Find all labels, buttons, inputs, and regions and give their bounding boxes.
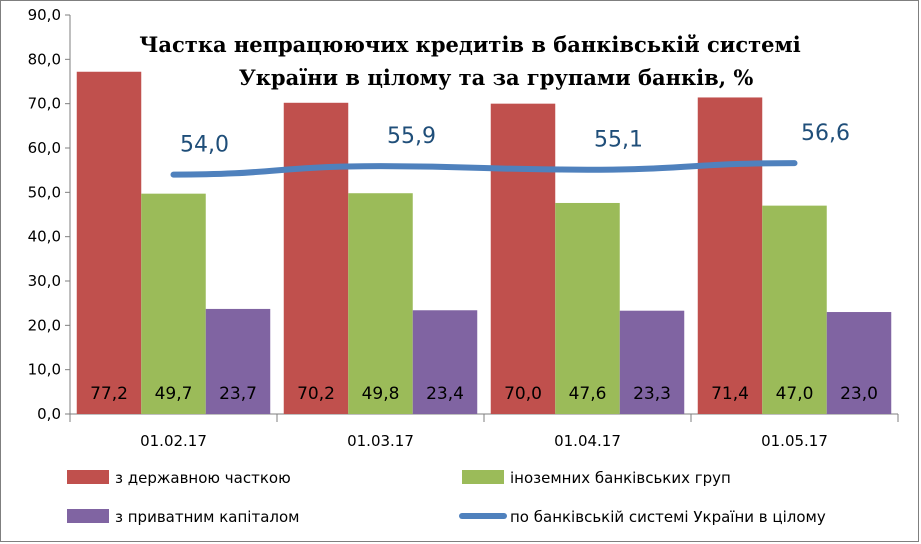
y-tick-label: 60,0 — [28, 139, 61, 157]
y-tick-label: 30,0 — [28, 272, 61, 290]
chart-title: Частка непрацюючих кредитів в банківські… — [139, 32, 801, 90]
legend-label-state: з державною часткою — [115, 469, 291, 487]
y-tick-label: 70,0 — [28, 95, 61, 113]
legend-label-private: з приватним капіталом — [115, 508, 299, 526]
bar — [490, 103, 556, 415]
bar-data-label: 71,4 — [711, 384, 749, 404]
y-tick-label: 50,0 — [28, 183, 61, 201]
x-tick-label: 01.05.17 — [761, 432, 828, 450]
labels-layer: 77,2 70,2 70,0 71,4 49,7 49,8 47,6 47,0 23,7 23,4… — [90, 121, 878, 404]
bar-data-label: 23,0 — [840, 384, 878, 404]
series-line-system — [170, 160, 798, 178]
bar-data-label: 23,7 — [219, 384, 257, 404]
x-tick-label: 01.03.17 — [347, 432, 414, 450]
y-tick-label: 80,0 — [28, 50, 61, 68]
axis-layer: 0,0 10,0 20,0 30,0 40,0 50,0 60,0 70,0 80,0 90,0 0… — [28, 6, 899, 450]
bar — [619, 310, 685, 414]
legend-label-system: по банківській системі України в цілому — [510, 508, 826, 526]
bar — [141, 193, 206, 414]
bar-data-label: 70,2 — [297, 384, 335, 404]
bars-layer — [76, 71, 892, 415]
bar-data-label: 49,8 — [362, 384, 400, 404]
legend-swatch-state — [67, 470, 109, 484]
bar — [697, 97, 763, 415]
bar — [412, 310, 478, 414]
legend-label-foreign: іноземних банківських груп — [510, 469, 731, 487]
line-layer — [170, 160, 798, 178]
bar-data-label: 70,0 — [504, 384, 542, 404]
y-tick-label: 20,0 — [28, 316, 61, 334]
bar — [555, 202, 620, 414]
bar-data-label: 23,4 — [426, 384, 464, 404]
bar-data-label: 23,3 — [633, 384, 671, 404]
bar-data-label: 47,6 — [569, 384, 607, 404]
line-data-label: 55,9 — [387, 124, 436, 149]
bar-data-label: 47,0 — [776, 384, 814, 404]
y-tick-label: 40,0 — [28, 228, 61, 246]
y-tick-label: 90,0 — [28, 6, 61, 24]
x-tick-label: 01.04.17 — [554, 432, 621, 450]
line-data-label: 55,1 — [594, 128, 643, 153]
y-tick-label: 0,0 — [37, 405, 61, 423]
line-data-label: 54,0 — [180, 133, 229, 158]
bar — [826, 312, 892, 414]
x-tick-label: 01.02.17 — [140, 432, 207, 450]
chart-title-line-1: Частка непрацюючих кредитів в банківські… — [139, 32, 801, 57]
chart-title-line-2: України в цілому та за групами банків, % — [239, 65, 754, 90]
bar — [283, 102, 349, 414]
legend-swatch-foreign — [462, 470, 504, 484]
bar — [205, 308, 271, 414]
bar — [762, 205, 827, 414]
legend: з державною часткою іноземних банківськи… — [67, 469, 826, 526]
bar-data-label: 77,2 — [90, 384, 128, 404]
bar-data-label: 49,7 — [155, 384, 193, 404]
legend-swatch-private — [67, 509, 109, 523]
line-data-label: 56,6 — [801, 121, 850, 146]
bar — [76, 71, 142, 414]
y-tick-label: 10,0 — [28, 361, 61, 379]
bar — [348, 193, 413, 414]
